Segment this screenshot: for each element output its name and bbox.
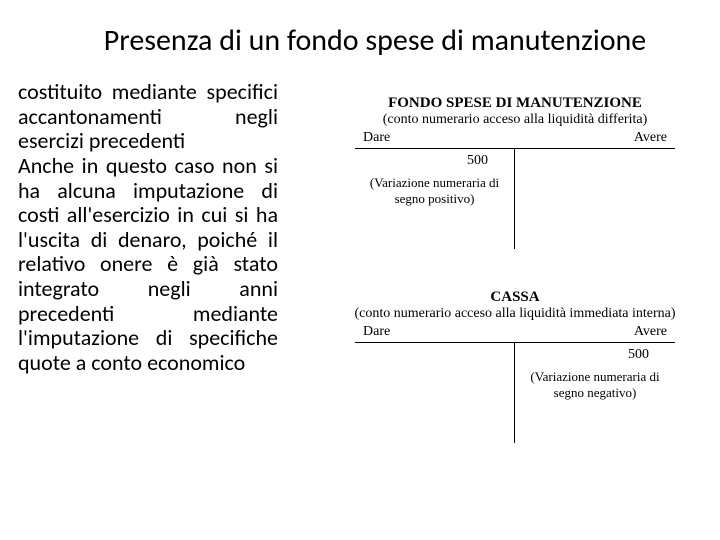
avere-amount: 500 <box>523 347 667 363</box>
avere-variation <box>523 153 667 159</box>
page-title: Presenza di un fondo spese di manutenzio… <box>0 22 720 59</box>
dare-label: Dare <box>363 324 390 340</box>
avere-label: Avere <box>634 130 667 146</box>
avere-label: Avere <box>634 324 667 340</box>
account-name: CASSA <box>330 289 700 306</box>
account-subtitle: (conto numerario acceso alla liquidità i… <box>330 306 700 322</box>
dare-variation: (Variazione numeraria di segno positivo) <box>363 169 506 206</box>
t-account-fondo: FONDO SPESE DI MANUTENZIONE (conto numer… <box>330 95 700 249</box>
t-account-cassa: CASSA (conto numerario acceso alla liqui… <box>330 289 700 443</box>
dare-amount: 500 <box>363 153 506 169</box>
avere-variation: (Variazione numeraria di segno negativo) <box>523 363 667 400</box>
account-name: FONDO SPESE DI MANUTENZIONE <box>330 95 700 112</box>
dare-label: Dare <box>363 130 390 146</box>
body-paragraph: costituito mediante specifici accantonam… <box>18 80 278 376</box>
accounts-area: FONDO SPESE DI MANUTENZIONE (conto numer… <box>330 95 700 483</box>
dare-variation <box>363 347 506 353</box>
account-subtitle: (conto numerario acceso alla liquidità d… <box>330 112 700 128</box>
